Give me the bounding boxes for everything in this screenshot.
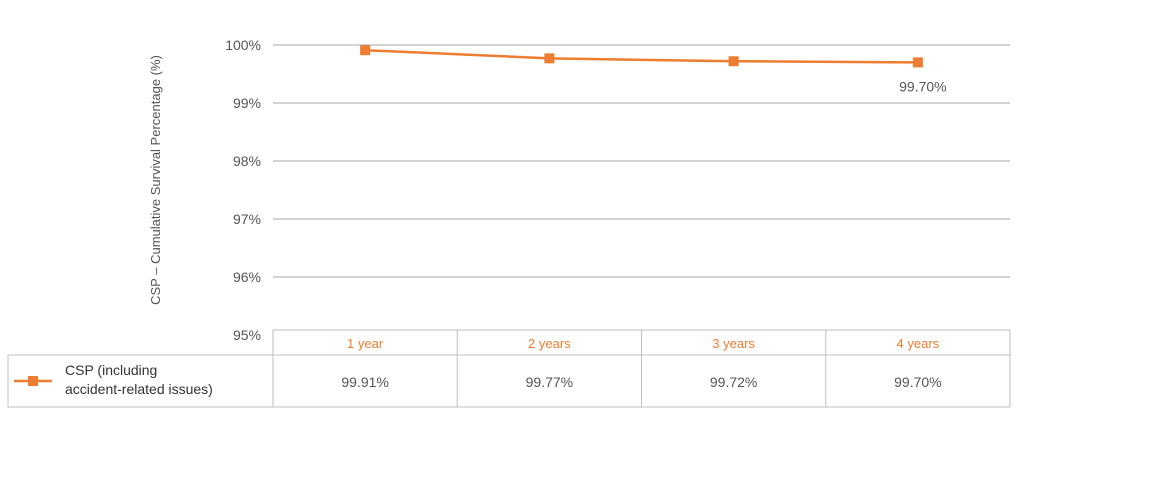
category-label: 2 years — [528, 336, 571, 351]
series-line-path — [365, 48, 918, 64]
y-tick-labels: 95% 96% 97% 98% 99% 100% — [225, 37, 261, 343]
end-value-annotation: 99.70% — [899, 78, 946, 94]
y-axis-label: CSP – Cumulative Survival Percentage (%) — [148, 55, 163, 305]
category-label: 3 years — [712, 336, 755, 351]
table-value: 99.72% — [710, 374, 757, 390]
data-point-marker — [728, 56, 739, 67]
y-tick-label: 99% — [233, 95, 261, 111]
category-label: 1 year — [347, 336, 384, 351]
category-label: 4 years — [897, 336, 940, 351]
series-markers — [360, 45, 923, 68]
y-tick-label: 95% — [233, 327, 261, 343]
data-point-marker — [544, 53, 555, 64]
y-tick-label: 98% — [233, 153, 261, 169]
y-tick-label: 100% — [225, 37, 261, 53]
y-tick-label: 97% — [233, 211, 261, 227]
legend-marker-key — [28, 376, 38, 386]
legend-label: CSP (including — [65, 362, 157, 378]
table-value: 99.70% — [894, 374, 941, 390]
y-tick-label: 96% — [233, 269, 261, 285]
series-line — [365, 48, 918, 64]
table-value: 99.77% — [526, 374, 573, 390]
data-point-marker — [360, 45, 371, 56]
data-table: 1 year 99.91% 2 years 99.77% 3 years 99.72% 4 … — [7, 329, 1011, 408]
legend-label: accident-related issues) — [65, 381, 213, 397]
gridlines — [273, 44, 1010, 278]
data-point-marker — [912, 57, 923, 68]
table-value: 99.91% — [341, 374, 388, 390]
